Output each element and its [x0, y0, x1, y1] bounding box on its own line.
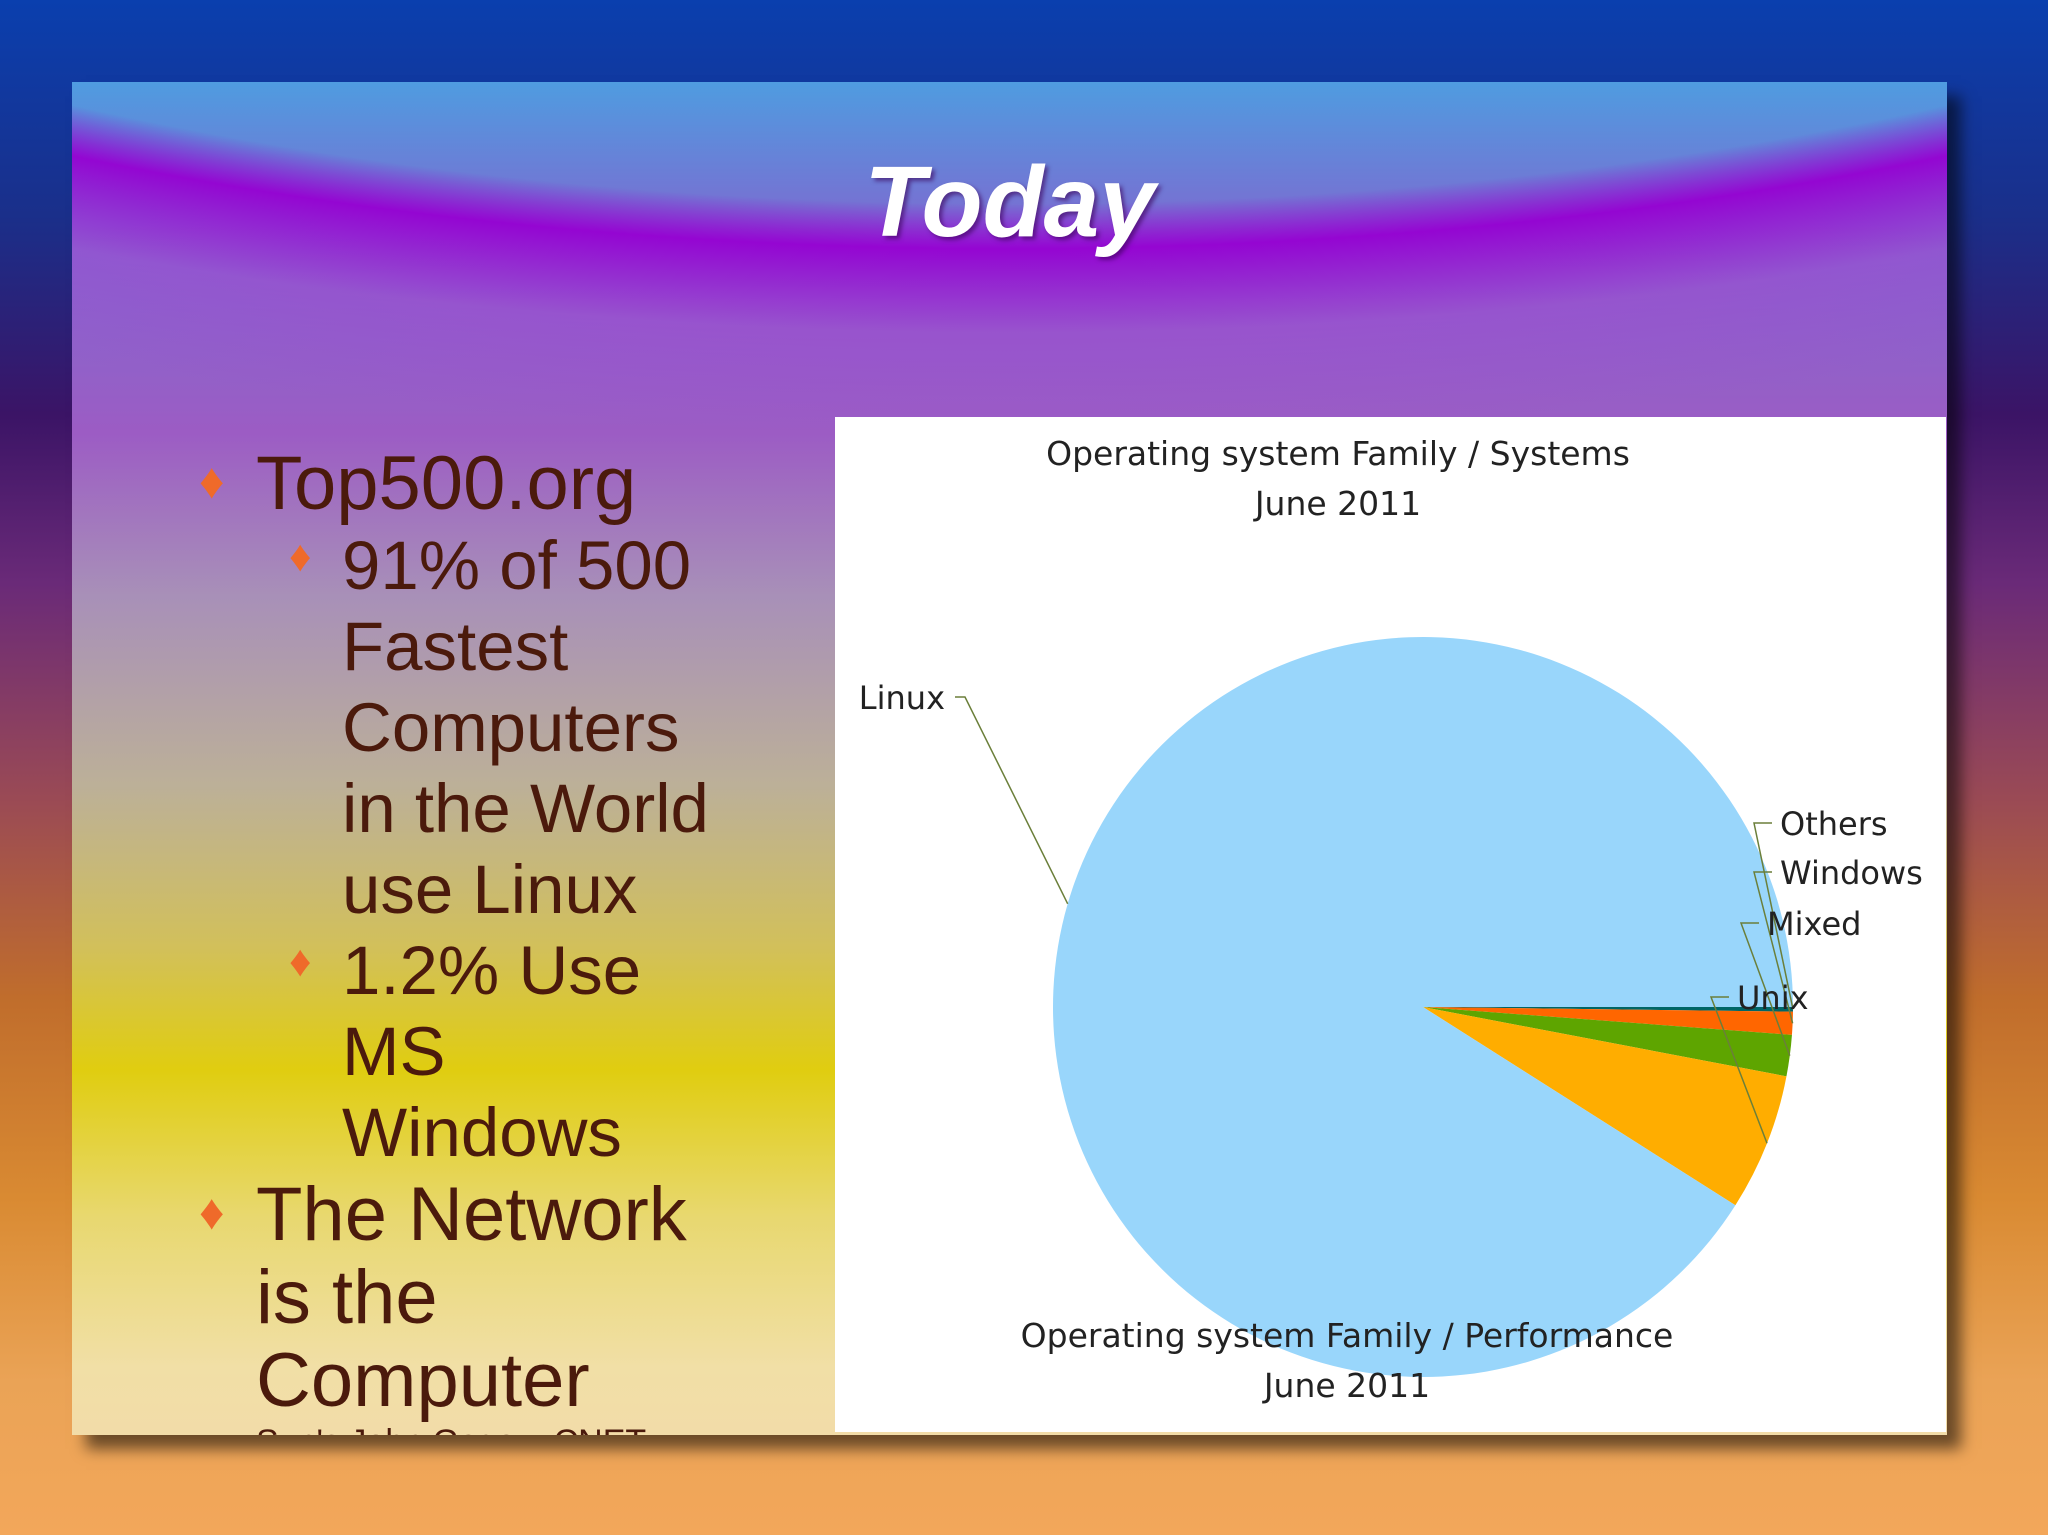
slice-label-unix: Unix — [1737, 979, 1809, 1017]
leader-line-linux — [955, 696, 1069, 905]
pie-slice-mixed — [1423, 1007, 1792, 1077]
slice-label-mixed: Mixed — [1767, 905, 1861, 943]
bullet-item: ♦ The Network is the Computer — [127, 1173, 756, 1422]
slice-label-windows: Windows — [1780, 854, 1923, 892]
bullet-list: ♦ Top500.org ♦ 91% of 500 Fastest Comput… — [127, 442, 827, 1435]
leader-line-others — [1753, 822, 1794, 1010]
pie-slice-others — [1423, 1007, 1793, 1012]
slice-label-others: Others — [1780, 805, 1888, 843]
chart-subtitle: June 2011 — [1253, 484, 1421, 523]
pie-slice-linux — [1053, 637, 1793, 1377]
diamond-bullet-icon: ♦ — [289, 532, 312, 581]
leader-line-windows — [1753, 871, 1794, 1024]
bullet-item: ♦ Top500.org — [127, 442, 827, 525]
sub-bullet-item: ♦ 91% of 500 Fastest Computers in the Wo… — [127, 525, 712, 930]
quote-attribution: Sun's John Gage – CNET June 9, 2008 — [127, 1422, 716, 1435]
diamond-bullet-icon: ♦ — [199, 453, 225, 509]
slide: Today ♦ Top500.org ♦ 91% of 500 Fastest … — [72, 82, 1947, 1435]
pie-slice-unix — [1423, 1007, 1787, 1206]
leader-line-unix — [1709, 996, 1768, 1144]
slice-label-linux: Linux — [859, 679, 945, 717]
pie-slice-windows — [1423, 1007, 1793, 1035]
chart-caption-date: June 2011 — [1262, 1366, 1430, 1405]
diamond-bullet-icon: ♦ — [289, 937, 312, 986]
sub-bullet-item: ♦ 1.2% Use MS Windows — [127, 930, 702, 1173]
bullet-text: The Network is the Computer — [256, 1172, 687, 1423]
chart-caption: Operating system Family / Performance — [1021, 1316, 1674, 1355]
sub-bullet-text: 1.2% Use MS Windows — [342, 932, 642, 1171]
slide-title: Today — [864, 146, 1155, 258]
chart-title: Operating system Family / Systems — [1046, 434, 1630, 473]
sub-bullet-text: 91% of 500 Fastest Computers in the Worl… — [342, 527, 709, 928]
diamond-bullet-icon: ♦ — [199, 1184, 225, 1240]
bullet-text: Top500.org — [256, 441, 637, 526]
leader-line-mixed — [1739, 922, 1791, 1056]
chart-panel: Operating system Family / Systems June 2… — [835, 417, 1946, 1432]
pie-chart: Operating system Family / Systems June 2… — [859, 434, 1923, 1405]
